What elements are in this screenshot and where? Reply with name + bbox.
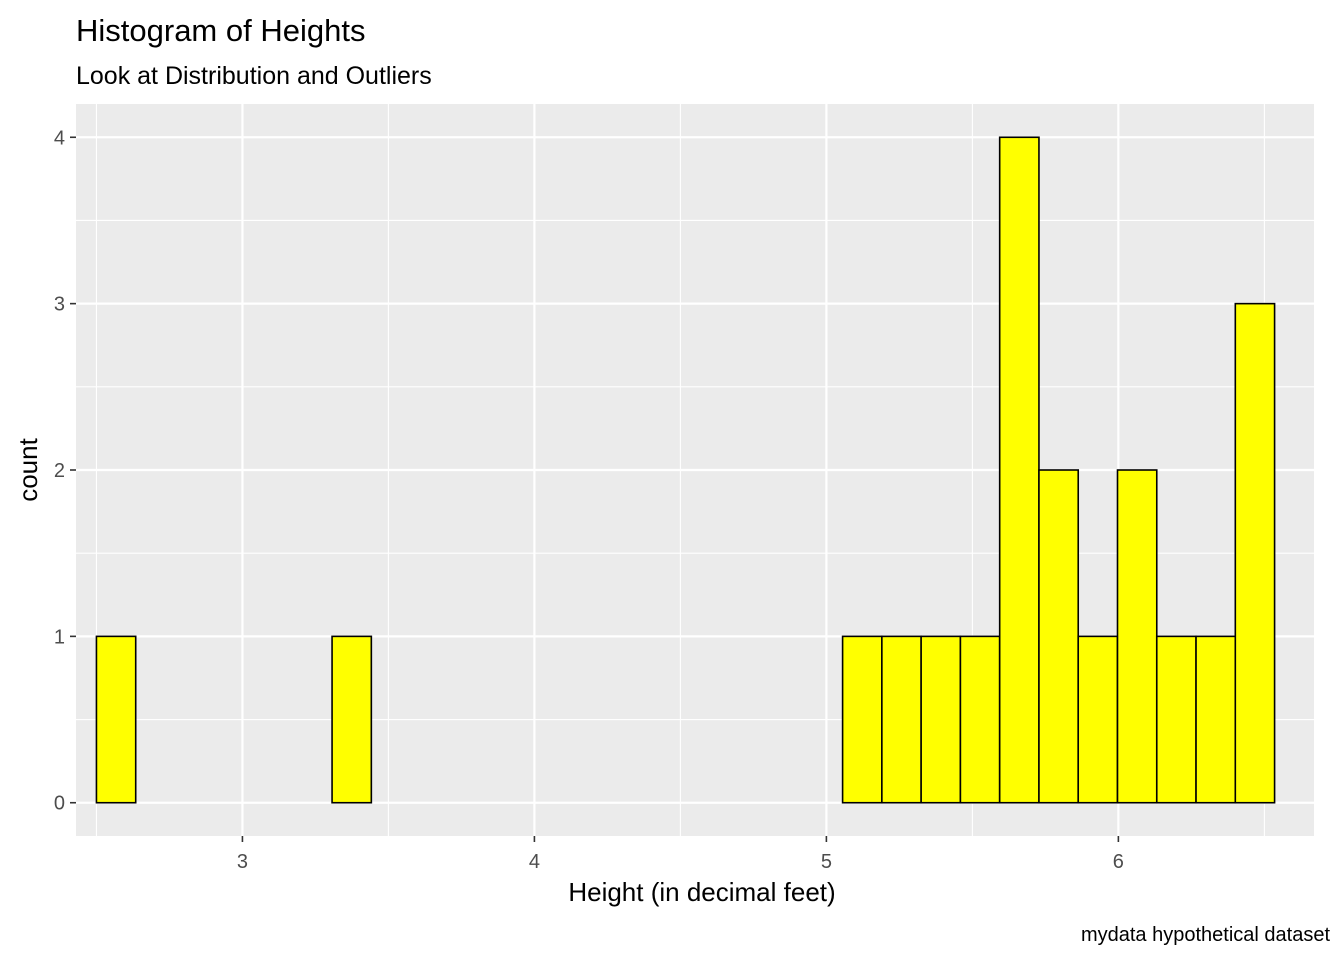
histogram-bar [1077, 635, 1119, 804]
major-gridlines [76, 104, 1314, 836]
chart-caption: mydata hypothetical dataset [1081, 924, 1330, 946]
chart-subtitle: Look at Distribution and Outliers [76, 62, 432, 90]
chart-title: Histogram of Heights [76, 13, 365, 48]
x-tick-label: 4 [529, 851, 540, 873]
histogram-bar [998, 136, 1040, 804]
histogram-bar [1038, 469, 1080, 804]
x-axis-ticks: 3 4 5 6 [237, 836, 1124, 873]
histogram-bar [95, 635, 137, 804]
x-tick-label: 6 [1113, 851, 1124, 873]
y-tick-label: 2 [54, 460, 65, 482]
y-tick-label: 4 [54, 127, 65, 149]
histogram-bar [1234, 302, 1276, 804]
y-axis-ticks: 0 1 2 3 4 [54, 127, 76, 815]
x-tick-label: 5 [821, 851, 832, 873]
histogram-bar [920, 635, 962, 804]
y-tick-label: 1 [54, 626, 65, 648]
y-tick-label: 0 [54, 793, 65, 815]
histogram-bar [1155, 635, 1197, 804]
y-tick-label: 3 [54, 294, 65, 316]
histogram-bar [1195, 635, 1237, 804]
histogram-bar [881, 635, 922, 804]
x-axis-title: Height (in decimal feet) [568, 877, 835, 907]
y-axis-title: count [13, 437, 43, 501]
histogram-bars [95, 136, 1276, 804]
histogram-bar [959, 635, 1001, 804]
histogram-bar [1116, 469, 1158, 804]
x-tick-label: 3 [237, 851, 248, 873]
histogram-bar [841, 635, 883, 804]
histogram-bar [331, 635, 373, 804]
